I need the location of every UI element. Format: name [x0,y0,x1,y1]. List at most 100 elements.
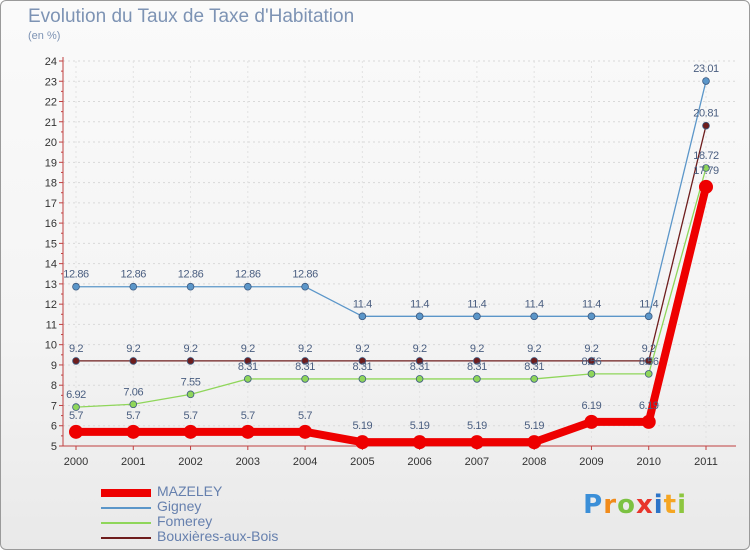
data-label: 8.31 [295,361,315,373]
x-tick-label: 2009 [579,456,603,468]
data-point [244,357,252,365]
y-tick-label: 8 [51,380,57,392]
data-label: 17.79 [693,165,719,177]
x-tick-label: 2004 [293,456,317,468]
y-tick-label: 16 [45,218,57,230]
axes: 5 6 7 8 9 10 11 12 13 14 15 16 17 18 19 20 21 22 23 24 2000 2… [45,56,736,468]
data-label: 6.92 [66,389,86,401]
x-tick-label: 2006 [407,456,431,468]
legend-swatch [101,537,151,539]
data-point [473,312,481,321]
data-label: 5.7 [126,410,140,422]
series-line [72,182,710,447]
data-point [530,375,538,383]
y-tick-label: 23 [45,76,57,88]
brand-letter: t [663,490,678,520]
data-label: 5.19 [524,420,544,432]
data-label: 8.31 [238,361,258,373]
data-point [183,424,198,439]
brand-letter: i [653,490,664,520]
y-tick-label: 9 [51,360,57,372]
data-point [587,370,596,378]
data-label: 11.4 [639,298,658,310]
data-point [473,357,481,365]
data-label: 5.7 [298,410,312,422]
y-tick-label: 6 [51,421,57,433]
data-point [186,357,195,365]
y-tick-label: 21 [45,117,57,129]
x-tick-label: 2002 [178,456,202,468]
series-line [75,124,707,362]
data-point [587,357,596,365]
y-tick-label: 22 [45,97,57,109]
data-label: 7.06 [123,386,143,398]
data-point [186,282,195,291]
y-tick-label: 18 [45,178,57,190]
data-point [244,375,252,383]
data-label: 12.86 [292,269,318,281]
data-label: 9.2 [183,343,197,355]
legend-label: Fomerey [157,513,213,529]
data-point [129,357,138,365]
data-point [415,312,424,321]
data-label: 6.19 [639,400,659,412]
y-tick-label: 24 [45,56,57,68]
data-point [126,424,141,439]
brand-letter: i [677,490,687,520]
data-point [527,435,542,450]
data-label: 12.86 [63,269,89,281]
data-point [584,414,599,429]
y-tick-label: 11 [46,319,57,331]
data-label: 23.01 [693,63,719,75]
data-label: 12.86 [178,269,204,281]
data-point [244,282,252,291]
data-label: 5.7 [183,410,197,422]
data-label: 8.31 [524,361,544,373]
data-label: 9.2 [241,343,255,355]
legend-swatch [101,507,151,509]
x-tick-label: 2007 [465,456,489,468]
data-point [530,357,538,365]
data-label: 5.7 [241,410,255,422]
y-tick-label: 14 [45,259,57,271]
x-tick-label: 2005 [350,456,374,468]
x-tick-label: 2000 [64,456,88,468]
data-label: 11.4 [353,298,372,310]
x-tick-label: 2008 [522,456,546,468]
data-point [72,357,80,365]
legend-swatch [101,522,151,524]
data-label: 8.56 [582,356,602,368]
data-point [587,312,596,321]
data-point [129,282,138,291]
data-point [702,164,710,172]
y-tick-label: 17 [45,198,57,210]
data-point [469,435,484,450]
data-label: 9.2 [527,343,541,355]
data-label: 9.2 [298,343,312,355]
data-point [240,424,255,439]
data-point [186,390,195,399]
data-label: 8.31 [467,361,487,373]
data-point [129,400,138,409]
series-layer: 12.86 12.86 12.86 12.86 12.86 11.4 11.4 11.4 11.… [63,63,719,450]
data-label: 9.2 [584,343,598,355]
data-point [641,414,656,429]
chart-title: Evolution du Taux de Taxe d'Habitation [28,6,355,27]
data-label: 11.4 [467,298,486,310]
data-point [699,179,713,194]
data-label: 11.4 [582,298,601,310]
data-label: 8.56 [639,356,659,368]
data-label: 12.86 [235,269,261,281]
data-point [702,77,710,85]
data-label: 9.2 [69,343,83,355]
y-tick-label: 5 [51,441,57,453]
data-point [412,435,427,450]
data-point [72,282,80,291]
data-label: 18.72 [693,150,719,162]
data-label: 6.19 [582,400,602,412]
data-point [415,357,424,365]
data-label: 5.19 [467,420,487,432]
y-tick-label: 20 [45,137,57,149]
series-line [75,167,707,408]
